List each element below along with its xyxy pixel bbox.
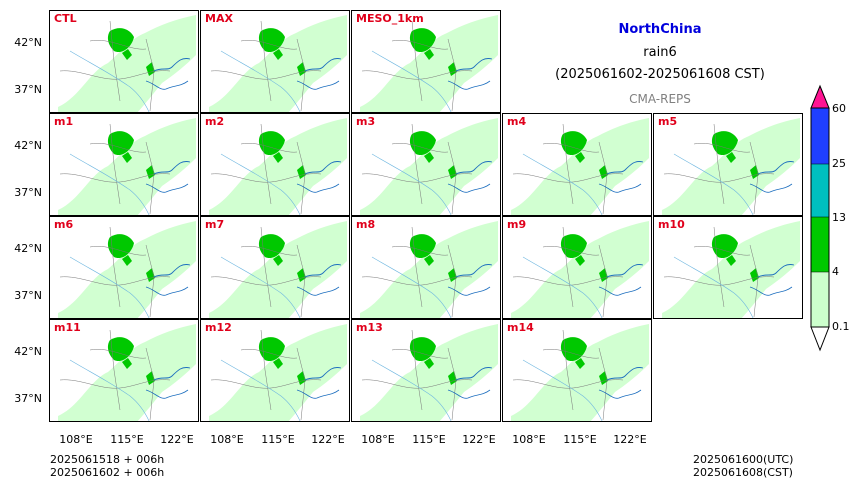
lat-label: 42°N — [14, 36, 42, 49]
lon-label: 115°E — [110, 433, 144, 446]
panel-label: m8 — [356, 218, 376, 231]
lon-label: 122°E — [311, 433, 345, 446]
colorbar-seg-4 — [811, 272, 829, 327]
lat-label: 37°N — [14, 392, 42, 405]
panel-meso-1km: MESO_1km — [351, 10, 501, 113]
lon-label: 115°E — [563, 433, 597, 446]
colorbar-bottom-arrow — [810, 326, 830, 352]
region-title: NorthChina — [618, 22, 702, 37]
panel-ctl: CTL — [49, 10, 199, 113]
panel-label: m6 — [54, 218, 74, 231]
lon-label: 115°E — [412, 433, 446, 446]
panel-m13: m13 — [351, 319, 501, 422]
init-cst-text: 2025061602 + 006h — [50, 466, 165, 479]
lon-label: 108°E — [59, 433, 93, 446]
colorbar-tick-60: 60 — [832, 102, 846, 115]
lon-label: 122°E — [462, 433, 496, 446]
panel-m7: m7 — [200, 216, 350, 319]
panel-m14: m14 — [502, 319, 652, 422]
panel-label: m13 — [356, 321, 383, 334]
lon-label: 108°E — [210, 433, 244, 446]
lon-label: 122°E — [613, 433, 647, 446]
variable-title: rain6 — [643, 45, 677, 60]
colorbar-top-arrow — [810, 84, 830, 109]
panel-m10: m10 — [653, 216, 803, 319]
panel-m11: m11 — [49, 319, 199, 422]
lat-label: 42°N — [14, 345, 42, 358]
panel-m1: m1 — [49, 113, 199, 216]
panel-label: m12 — [205, 321, 232, 334]
panel-label: m7 — [205, 218, 225, 231]
valid-cst-text: 2025061608(CST) — [693, 466, 793, 479]
panel-label: m2 — [205, 115, 225, 128]
panel-label: m3 — [356, 115, 376, 128]
lon-label: 108°E — [512, 433, 546, 446]
init-utc-text: 2025061518 + 006h — [50, 453, 165, 466]
panel-m9: m9 — [502, 216, 652, 319]
lon-label: 115°E — [261, 433, 295, 446]
panel-m6: m6 — [49, 216, 199, 319]
colorbar-tick-4: 4 — [832, 265, 839, 278]
lat-label: 37°N — [14, 289, 42, 302]
panel-m5: m5 — [653, 113, 803, 216]
panel-m2: m2 — [200, 113, 350, 216]
panel-max: MAX — [200, 10, 350, 113]
colorbar-seg-13 — [811, 217, 829, 272]
panel-label: CTL — [54, 12, 77, 25]
lat-label: 37°N — [14, 186, 42, 199]
colorbar-tick-0.1: 0.1 — [832, 320, 850, 333]
colorbar-tick-25: 25 — [832, 157, 846, 170]
panel-label: m4 — [507, 115, 527, 128]
lon-label: 108°E — [361, 433, 395, 446]
colorbar-seg-25 — [811, 164, 829, 217]
panel-label: m1 — [54, 115, 74, 128]
panel-m12: m12 — [200, 319, 350, 422]
lat-label: 42°N — [14, 242, 42, 255]
precipitation-colorbar — [810, 84, 830, 352]
panel-label: m10 — [658, 218, 685, 231]
lat-label: 42°N — [14, 139, 42, 152]
model-title: CMA-REPS — [629, 92, 691, 106]
panel-label: MESO_1km — [356, 12, 424, 25]
panel-label: m11 — [54, 321, 81, 334]
panel-m3: m3 — [351, 113, 501, 216]
panel-m8: m8 — [351, 216, 501, 319]
panel-label: m9 — [507, 218, 527, 231]
colorbar-tick-13: 13 — [832, 211, 846, 224]
colorbar-seg-60 — [811, 108, 829, 164]
valid-utc-text: 2025061600(UTC) — [693, 453, 794, 466]
lon-label: 122°E — [160, 433, 194, 446]
period-title: (2025061602-2025061608 CST) — [555, 67, 765, 82]
panel-label: MAX — [205, 12, 233, 25]
panel-label: m5 — [658, 115, 678, 128]
lat-label: 37°N — [14, 83, 42, 96]
panel-m4: m4 — [502, 113, 652, 216]
panel-label: m14 — [507, 321, 534, 334]
